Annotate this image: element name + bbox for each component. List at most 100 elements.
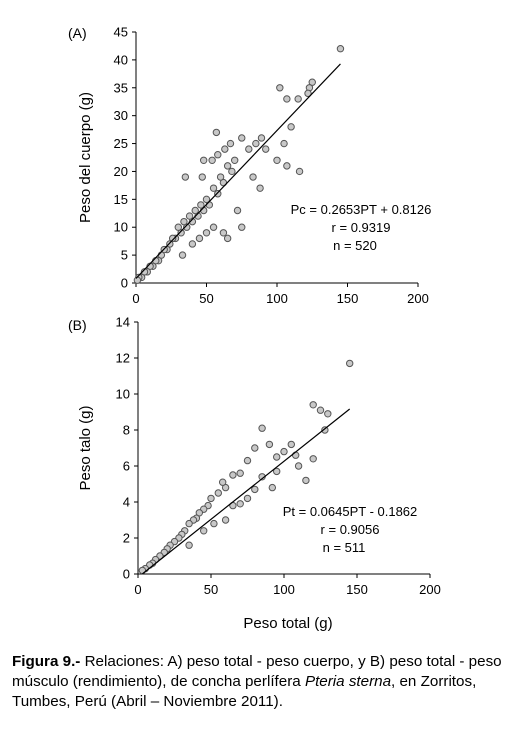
data-point [197, 201, 205, 209]
data-point [283, 95, 291, 103]
data-point [294, 462, 303, 470]
y-tick-label: 45 [114, 25, 128, 40]
data-point [195, 234, 204, 243]
y-tick-label: 35 [114, 80, 128, 95]
data-point [226, 139, 235, 148]
data-point [223, 162, 232, 170]
data-point [336, 45, 345, 53]
data-point [280, 139, 288, 148]
caption-text-1: Relaciones: A) peso total - peso cuerpo,… [12, 653, 502, 690]
y-tick-label: 15 [114, 192, 128, 207]
data-point [262, 145, 270, 153]
data-point [188, 240, 197, 248]
y-tick-label: 6 [123, 459, 130, 474]
data-point [207, 494, 215, 503]
data-point [276, 84, 284, 92]
data-point [231, 156, 239, 164]
data-point [280, 447, 288, 456]
x-tick-label: 150 [346, 582, 368, 597]
data-point [236, 469, 244, 477]
data-point [212, 128, 221, 137]
data-point [283, 162, 291, 170]
data-point [243, 456, 252, 465]
data-point [249, 173, 257, 181]
data-point [216, 173, 225, 181]
x-tick-label: 200 [407, 291, 429, 306]
y-tick-label: 30 [114, 108, 128, 123]
data-point [287, 123, 295, 131]
regression-equation: Pt = 0.0645PT - 0.1862 [283, 504, 418, 519]
data-point [223, 234, 232, 243]
y-tick-label: 14 [116, 315, 130, 330]
data-point [268, 483, 277, 492]
data-point [309, 401, 317, 409]
x-tick-label: 0 [134, 582, 141, 597]
x-tick-label: 100 [273, 582, 295, 597]
y-tick-label: 5 [121, 248, 128, 263]
data-point [287, 440, 295, 449]
data-point [133, 276, 142, 284]
data-point [209, 223, 218, 231]
data-point [185, 519, 193, 528]
data-point [214, 151, 222, 159]
correlation-r: r = 0.9319 [332, 220, 391, 235]
data-point [252, 139, 260, 148]
data-point [228, 167, 236, 176]
data-point [202, 229, 211, 237]
data-point [174, 223, 183, 231]
data-point [200, 527, 208, 535]
data-point [251, 485, 259, 494]
data-point [198, 173, 206, 181]
caption-species: Pteria sterna [304, 673, 392, 690]
x-tick-label: 0 [132, 291, 139, 306]
x-axis-label: Peso total (g) [243, 615, 332, 632]
data-point [251, 444, 259, 452]
y-tick-label: 25 [114, 136, 128, 151]
data-point [221, 516, 230, 524]
data-point [258, 424, 266, 432]
data-point [214, 489, 223, 497]
y-tick-label: 10 [116, 387, 130, 402]
data-point [180, 217, 188, 226]
caption-label: Figura 9.- [12, 653, 81, 670]
data-point [238, 223, 246, 231]
data-point [185, 541, 193, 549]
data-point [321, 426, 329, 434]
data-point [199, 156, 208, 164]
y-tick-label: 10 [114, 220, 128, 235]
data-point [324, 410, 332, 418]
data-point [273, 467, 281, 476]
y-tick-label: 8 [123, 423, 130, 438]
y-tick-label: 2 [123, 531, 130, 546]
chart-panel-b: (B) 0 2 4 6 8 10 12 14 0 50 100 150 200 Peso talo (g) P… [68, 315, 441, 633]
y-axis-label: Peso del cuerpo (g) [77, 92, 94, 223]
data-point [209, 184, 218, 192]
data-point [302, 476, 310, 485]
data-point [229, 471, 237, 479]
data-point [295, 167, 304, 176]
data-point [256, 184, 264, 192]
x-tick-label: 100 [266, 291, 288, 306]
x-tick-label: 50 [204, 582, 218, 597]
data-point [265, 440, 274, 449]
panel-label: (A) [68, 25, 87, 41]
data-point [191, 206, 199, 215]
data-point [309, 455, 317, 463]
y-tick-label: 20 [114, 164, 128, 179]
data-point [185, 212, 194, 220]
data-point [202, 195, 211, 204]
sample-size-n: n = 511 [323, 540, 366, 555]
data-point [210, 519, 218, 528]
data-point [181, 173, 190, 181]
data-point [245, 145, 253, 153]
x-tick-label: 200 [419, 582, 441, 597]
y-tick-label: 40 [114, 52, 128, 67]
correlation-r: r = 0.9056 [321, 522, 380, 537]
data-point [346, 359, 354, 368]
data-point [291, 451, 300, 459]
data-point [273, 453, 281, 461]
data-point [214, 190, 222, 198]
data-point [243, 494, 252, 503]
regression-equation: Pc = 0.2653PT + 0.8126 [291, 202, 432, 217]
data-point [236, 500, 244, 508]
